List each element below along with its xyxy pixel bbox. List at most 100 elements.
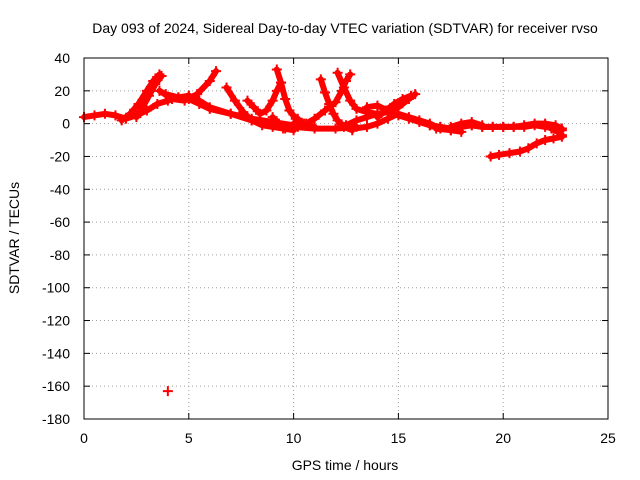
data-point xyxy=(242,95,253,106)
data-point xyxy=(280,123,291,134)
data-point xyxy=(338,82,349,93)
data-point xyxy=(445,121,456,132)
data-point xyxy=(271,64,282,75)
data-point xyxy=(508,121,519,132)
y-tick-label: -20 xyxy=(50,148,70,164)
data-point xyxy=(466,116,477,127)
series-track-v xyxy=(540,120,567,141)
y-tick-label: -40 xyxy=(50,181,70,197)
data-point xyxy=(332,115,343,126)
data-point xyxy=(361,112,372,123)
data-point xyxy=(341,120,351,131)
data-point xyxy=(156,71,167,82)
data-point xyxy=(519,121,530,132)
data-point xyxy=(89,110,100,121)
y-axis-tick-labels: 40 20 0 -20 -40 -60 -80 -100 -120 -140 -160 -180 xyxy=(42,50,70,427)
data-point xyxy=(504,148,515,159)
axis-ticks xyxy=(83,57,609,420)
y-tick-label: -60 xyxy=(50,214,70,230)
data-point xyxy=(267,121,278,132)
data-point xyxy=(345,69,356,80)
data-point xyxy=(361,121,372,132)
y-tick-label: -140 xyxy=(42,345,70,361)
data-point xyxy=(271,85,282,96)
data-point xyxy=(382,113,393,124)
data-point xyxy=(301,118,312,129)
data-point xyxy=(143,90,154,101)
data-point xyxy=(546,123,557,134)
data-point xyxy=(261,105,272,116)
x-axis-label: GPS time / hours xyxy=(292,457,399,473)
data-point xyxy=(292,113,303,124)
data-point xyxy=(328,108,339,119)
data-point xyxy=(160,89,171,100)
data-point xyxy=(330,123,341,134)
x-tick-label: 25 xyxy=(600,430,616,446)
series-line xyxy=(542,122,565,139)
series-track-u xyxy=(485,131,567,162)
data-point xyxy=(154,85,165,96)
data-point xyxy=(361,102,372,113)
data-point xyxy=(389,98,400,109)
data-point xyxy=(204,102,215,113)
data-point xyxy=(397,94,408,105)
series-track-l xyxy=(292,69,356,132)
y-tick-label: -100 xyxy=(42,280,70,296)
data-point xyxy=(514,146,525,157)
series-track-m xyxy=(332,67,383,119)
data-point xyxy=(125,108,136,119)
data-point xyxy=(183,90,194,101)
series-line xyxy=(447,119,486,130)
data-point xyxy=(403,113,414,124)
plot-frame xyxy=(83,57,609,420)
data-point xyxy=(246,115,257,126)
data-point xyxy=(487,121,498,132)
series-track-j xyxy=(267,112,303,134)
data-point xyxy=(152,98,163,109)
data-point xyxy=(238,107,249,118)
data-point xyxy=(498,121,509,132)
data-point xyxy=(347,123,358,134)
data-point xyxy=(211,66,222,77)
data-point xyxy=(345,95,356,106)
data-point xyxy=(477,120,488,131)
data-point xyxy=(267,112,278,123)
data-point xyxy=(150,79,161,90)
data-point xyxy=(332,67,343,78)
data-point xyxy=(431,123,442,134)
data-point xyxy=(173,92,184,103)
y-tick-label: 20 xyxy=(54,83,70,99)
x-tick-label: 20 xyxy=(495,430,511,446)
chart-title: Day 093 of 2024, Sidereal Day-to-day VTE… xyxy=(92,20,598,36)
data-point xyxy=(351,103,362,114)
data-point xyxy=(204,75,215,86)
data-point xyxy=(225,108,236,119)
series-outlier xyxy=(162,386,173,397)
y-axis-label: SDTVAR / TECUs xyxy=(6,182,22,294)
data-point xyxy=(309,113,320,124)
series-line xyxy=(487,133,565,160)
series-track-t xyxy=(445,116,488,132)
data-point xyxy=(116,115,127,126)
data-point xyxy=(330,97,341,108)
data-point xyxy=(531,138,542,149)
data-point xyxy=(529,120,540,131)
y-tick-label: -120 xyxy=(42,313,70,329)
y-tick-label: -180 xyxy=(42,411,70,427)
data-point xyxy=(280,94,291,105)
x-tick-label: 10 xyxy=(286,430,302,446)
data-point xyxy=(194,95,205,106)
data-point xyxy=(548,133,559,144)
x-axis-tick-labels: 0 5 10 15 20 25 xyxy=(80,430,616,446)
data-point xyxy=(110,110,121,121)
data-point xyxy=(320,87,331,98)
data-point xyxy=(273,118,284,129)
y-tick-label: -80 xyxy=(50,247,70,263)
data-point xyxy=(540,120,551,131)
data-point xyxy=(405,90,416,101)
y-tick-label: 0 xyxy=(62,116,70,132)
series-line xyxy=(118,71,163,124)
data-point xyxy=(131,112,142,123)
grid-lines xyxy=(84,58,608,419)
